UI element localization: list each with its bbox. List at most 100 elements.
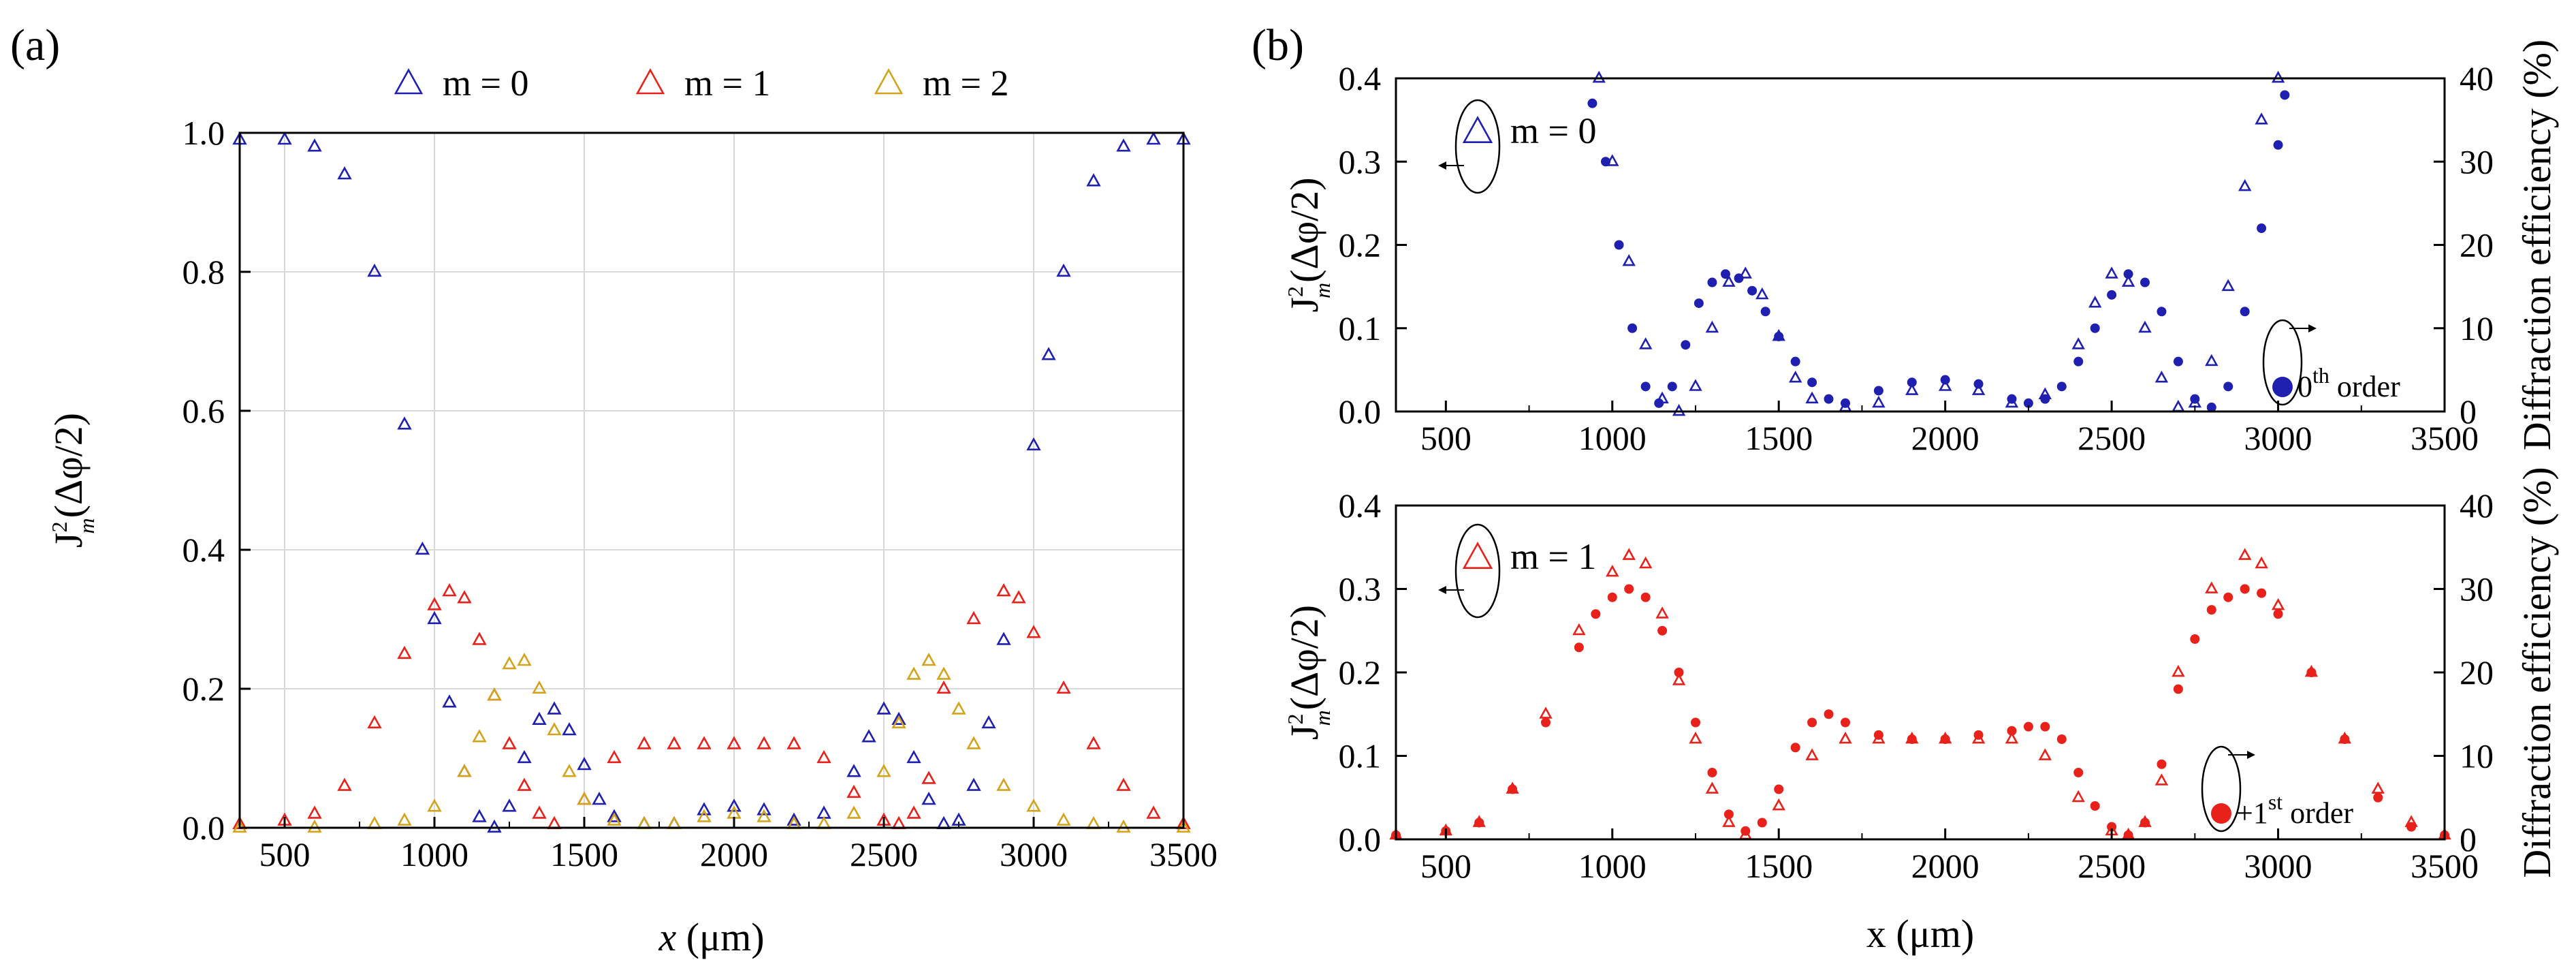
point-2-19: [757, 809, 772, 822]
point-1-19: [1807, 717, 1817, 728]
point-1-22: [786, 736, 801, 749]
legend-arrow-head: [1438, 586, 1446, 594]
point-2-14: [607, 812, 622, 826]
point-1-6: [1591, 609, 1601, 619]
point-1-13: [1760, 307, 1770, 317]
y2-tick-label-3: 30: [2460, 570, 2494, 608]
point-0-13: [1805, 391, 1819, 404]
point-1-12: [1691, 717, 1700, 728]
point-0-9: [1655, 606, 1669, 619]
point-1-27: [906, 805, 921, 819]
point-0-29: [2172, 664, 2185, 677]
y-tick-label-2: 0.4: [182, 531, 225, 569]
x-tick-label-0: 500: [1420, 847, 1472, 885]
point-1-17: [1824, 394, 1834, 404]
y-axis-title-sup: 2: [1283, 714, 1307, 725]
y-axis-title-j: J: [46, 533, 91, 548]
series-1: [1391, 584, 2449, 840]
x-tick-label-6: 3500: [1149, 835, 1218, 873]
point-0-10: [1672, 673, 1686, 685]
point-1-32: [1011, 590, 1026, 604]
point-0-31: [2238, 548, 2252, 560]
y-axis-title-sub: m: [74, 518, 99, 533]
x-tick-label-4: 2500: [2078, 419, 2146, 457]
y-tick-label-0: 0.0: [1339, 392, 1382, 431]
point-1-40: [2240, 584, 2250, 594]
point-0-16: [1805, 748, 1819, 760]
point-1-19: [1873, 386, 1883, 396]
point-1-7: [1607, 592, 1617, 602]
point-1-6: [1667, 382, 1677, 392]
point-1-15: [1740, 826, 1751, 836]
point-1-10: [1721, 269, 1730, 279]
point-0-8: [1638, 556, 1653, 569]
point-1-27: [2073, 356, 2084, 367]
point-2-27: [936, 666, 951, 680]
y-axis-title: J2 m(Δφ/2): [46, 413, 99, 548]
point-1-28: [921, 771, 936, 784]
point-0-18: [592, 792, 607, 805]
point-0-29: [2205, 354, 2219, 367]
x-tick-label-5: 3000: [1000, 835, 1068, 873]
x-axis-title: x (μm): [658, 915, 764, 959]
point-1-30: [2073, 768, 2084, 777]
y-tick-label-1: 0.1: [1339, 309, 1382, 347]
point-2-32: [1056, 812, 1071, 826]
point-1-36: [1116, 777, 1131, 791]
y-axis-title-sub: m: [1310, 710, 1335, 726]
point-1-23: [1907, 734, 1917, 744]
panel-label-a: (a): [10, 20, 60, 70]
point-1-22: [1873, 730, 1883, 740]
point-0-4: [1539, 706, 1553, 719]
point-0-2: [307, 138, 322, 152]
y-axis-title-arg: (Δφ/2): [46, 413, 91, 518]
point-1-4: [1541, 717, 1551, 728]
point-1-20: [1824, 709, 1834, 719]
x-tick-label-4: 2500: [2078, 847, 2146, 885]
y-tick-label-4: 0.4: [1339, 486, 1382, 525]
point-1-2: [1474, 818, 1484, 828]
x-tick-label-2: 1500: [1745, 419, 1813, 457]
point-0-26: [2154, 371, 2169, 383]
point-0-27: [846, 764, 861, 777]
point-0-30: [2221, 279, 2235, 292]
x-tick-label-2: 1500: [550, 835, 618, 873]
point-0-8: [442, 694, 457, 708]
x-tick-label-6: 3500: [2411, 419, 2479, 457]
annotation-label: +1st order: [2236, 790, 2353, 830]
point-2-17: [697, 809, 712, 822]
point-1-2: [307, 805, 322, 819]
point-0-30: [2205, 581, 2219, 593]
point-0-30: [891, 711, 906, 725]
annotation-ellipse: [2201, 745, 2242, 833]
point-0-5: [1572, 623, 1586, 636]
point-1-12: [1747, 285, 1758, 296]
point-2-4: [427, 798, 442, 812]
point-1-13: [1707, 768, 1717, 777]
y-tick-label-4: 0.4: [1339, 59, 1382, 97]
point-0-39: [1041, 347, 1056, 360]
y-tick-label-1: 0.1: [1339, 737, 1382, 775]
y-tick-label-4: 0.8: [182, 253, 225, 291]
point-1-12: [517, 777, 532, 791]
point-1-2: [1614, 240, 1624, 250]
point-1-35: [2157, 759, 2167, 769]
point-0-35: [966, 777, 981, 791]
series-1: [1587, 90, 2290, 412]
point-2-21: [816, 815, 831, 829]
point-1-31: [2090, 801, 2100, 811]
point-1-3: [1508, 784, 1518, 794]
point-0-3: [337, 166, 352, 180]
x-tick-label-1: 1000: [400, 835, 468, 873]
point-1-9: [472, 632, 487, 645]
point-1-24: [2023, 398, 2033, 408]
point-1-8: [1624, 584, 1634, 594]
point-0-10: [1755, 287, 1769, 300]
annotation-sup: st: [2268, 790, 2283, 814]
annotation-arrow-head: [2247, 751, 2255, 759]
x-tick-label-6: 3500: [2411, 847, 2479, 885]
legend-ellipse: [1454, 523, 1501, 619]
point-1-31: [996, 583, 1011, 597]
point-1-3: [337, 777, 352, 791]
point-1-43: [2306, 668, 2317, 677]
